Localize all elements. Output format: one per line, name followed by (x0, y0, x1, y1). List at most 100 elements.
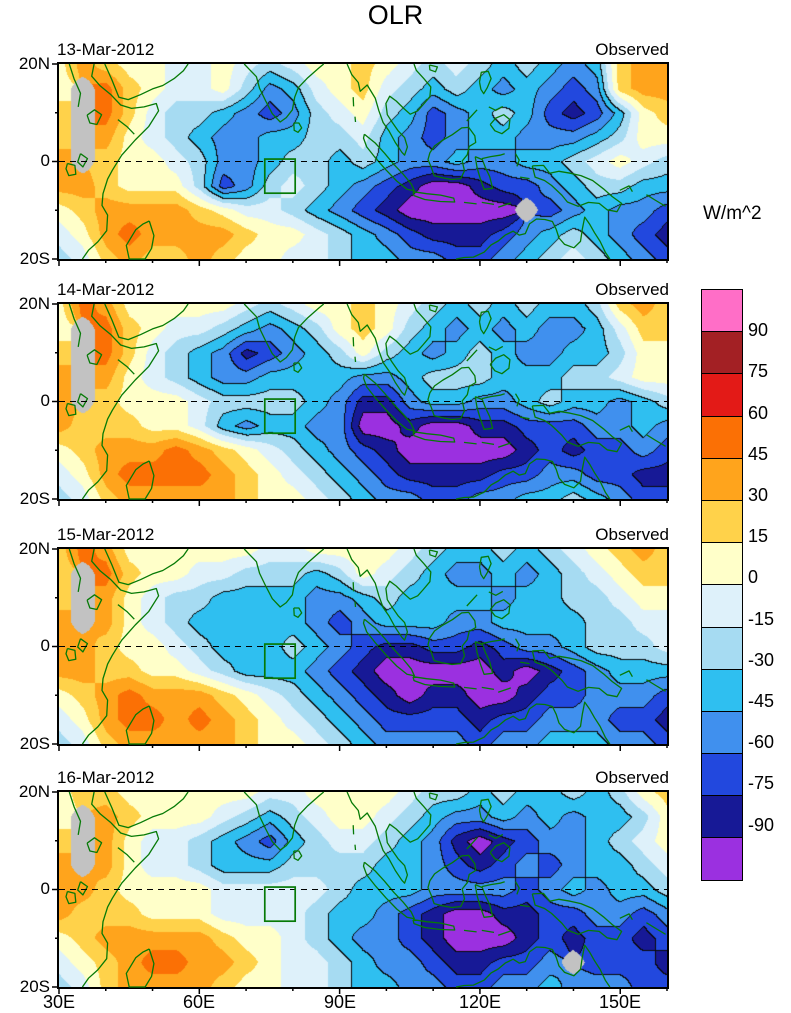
ylabel-0-2: 0 (40, 391, 50, 410)
coastline-path (489, 114, 511, 135)
colorbar-segment (702, 796, 742, 839)
target-region-box (263, 886, 297, 923)
coastline-path (646, 194, 666, 207)
coastline-path (478, 70, 492, 95)
coastline-path (243, 303, 325, 363)
coastline-path (427, 366, 477, 421)
coastline-path (362, 133, 416, 192)
ylabel-20s-1: 20S (19, 249, 50, 268)
coastline-path (243, 548, 325, 608)
colorbar-tick-label: 0 (748, 567, 759, 588)
map-overlay-4 (52, 791, 668, 994)
coastline-path (488, 590, 504, 596)
coastline-path (412, 191, 456, 203)
coastline-path (478, 310, 492, 335)
coastline-path (243, 791, 325, 851)
colorbar-segment (702, 543, 742, 586)
xlabel-60e: 60E (182, 992, 216, 1012)
coastline-path (68, 548, 82, 593)
coastline-path (489, 599, 511, 620)
coastline-path (619, 185, 633, 193)
coastline-path (293, 362, 303, 373)
coastline-path (463, 929, 477, 933)
panel-header-1: 13-Mar-2012 Observed (57, 40, 669, 60)
coastline-path (86, 594, 103, 611)
coastline-path (427, 611, 477, 666)
xlabel-150e: 150E (598, 992, 642, 1012)
ylabel-20n-1: 20N (18, 54, 50, 73)
coastline-path (519, 416, 530, 420)
coastline-path (412, 919, 456, 931)
coastline-path (463, 201, 477, 205)
coastline-path (466, 594, 478, 607)
coastline-path (646, 434, 666, 447)
coastline-path (514, 153, 520, 167)
colorbar-segment (702, 416, 742, 459)
colorbar-tick-label: -45 (748, 691, 775, 711)
colorbar-tick-label: -60 (748, 732, 775, 753)
colorbar-tick-label: -75 (748, 773, 775, 794)
coastline-path (354, 116, 357, 123)
coastline-path (428, 549, 439, 558)
colorbar-tick-label: 90 (748, 320, 769, 341)
coastline-path (65, 162, 77, 177)
coastline-path (531, 892, 623, 941)
coastline-path (455, 701, 611, 745)
coastline-path (412, 431, 456, 443)
coastline-path (455, 456, 611, 500)
coastline-path (81, 791, 160, 988)
coastline-path (428, 304, 439, 313)
coastline-path (104, 791, 189, 829)
coastline-path (531, 649, 623, 698)
colorbar-segment (702, 500, 742, 544)
coastline-path (497, 202, 512, 208)
coastline-path (466, 837, 478, 850)
coastline-path (531, 404, 623, 453)
coastline-path (519, 176, 530, 180)
coastline-path (619, 913, 633, 921)
colorbar-segment (702, 669, 742, 712)
coastline-path (117, 847, 135, 863)
coastline-path (514, 881, 520, 895)
coastline-path (412, 676, 456, 688)
coastline-path (619, 425, 633, 433)
coastline-path (293, 122, 303, 133)
coastline-path (466, 109, 478, 122)
ylabel-0-4: 0 (40, 879, 50, 898)
colorbar-tick-label: 60 (748, 402, 769, 423)
coastline-path (488, 345, 504, 351)
coastline-path (86, 109, 103, 126)
colorbar-segment (702, 374, 742, 417)
colorbar-tick-label: -30 (748, 649, 775, 670)
coastline-path (619, 670, 633, 678)
colorbar-segment (702, 711, 742, 755)
map-panel-4 (52, 790, 669, 994)
coastline-path (81, 303, 160, 500)
coastline-path (474, 641, 494, 675)
coastline-path (293, 850, 303, 861)
coastline-path (427, 854, 477, 909)
colorbar-segment (702, 754, 742, 797)
coastline-path (68, 791, 82, 836)
coastline-path (77, 638, 89, 653)
map-panel-1 (52, 62, 669, 266)
map-overlay-2 (52, 303, 668, 506)
coastline-path (488, 833, 504, 839)
panel-date-3: 15-Mar-2012 (57, 525, 155, 544)
coastline-path (65, 647, 77, 662)
coastline-path (68, 303, 82, 348)
coastline-path (125, 220, 155, 260)
coastline-path (478, 555, 492, 580)
colorbar-units-label: W/m^2 (703, 203, 762, 224)
coastline-path (481, 686, 495, 691)
colorbar-segment (702, 627, 742, 670)
panel-date-1: 13-Mar-2012 (57, 40, 155, 59)
ylabel-20n-3: 20N (18, 539, 50, 558)
colorbar-segment (702, 838, 742, 880)
coastline-path (77, 881, 89, 896)
coastline-path (428, 64, 439, 73)
xlabel-120e: 120E (458, 992, 502, 1012)
ylabel-20s-3: 20S (19, 734, 50, 753)
coastline-path (293, 607, 303, 618)
